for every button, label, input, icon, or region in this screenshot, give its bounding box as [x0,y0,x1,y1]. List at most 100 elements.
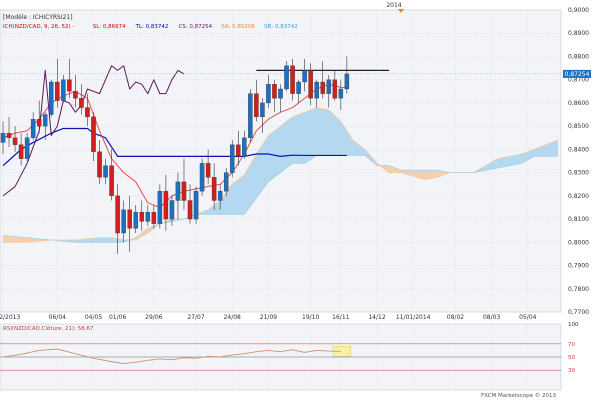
cloud-bear-area [3,235,52,243]
candle-bull [223,172,229,192]
rsi-header: RSI(NZD/CAD.Clôture, 21): 58,67 [3,325,94,332]
footer-credit: FXCM Marketscope © 2013 [481,392,556,399]
candle-bull [61,79,66,101]
x-tick-label: 29/06 [145,314,162,321]
rsi-line [2,348,341,365]
indicator-legend: ICH(NZD/CAD, 9, 26, 52) - SL: 0,86674 TL: … [3,24,298,30]
legend-entry: SL: 0,86674 [93,24,126,30]
candle-bull [229,144,235,173]
candle-bear [205,163,211,178]
candle-bear [254,93,259,118]
rsi-y-tick-label: 100 [568,322,579,328]
x-axis: 23/02/2013 06/04 04/05 01/06 29/06 27/07 24/08… [0,314,537,321]
cloud-bull-area [449,140,558,173]
candle-bear [115,195,120,234]
legend-entry: CS: 0,87254 [178,24,212,30]
candle-bull [284,65,289,90]
y-tick-label: 0,7800 [568,286,589,293]
candle-bear [127,209,132,229]
senkou-span-a-line [3,107,559,243]
candle-bear [79,98,84,108]
candle-bear [6,132,12,138]
x-tick-label: 19/10 [302,314,319,321]
candle-bull [302,70,307,83]
y-tick-label: 0,8300 [568,170,589,177]
candle-bull [121,209,126,234]
rsi-y-tick-label: 50 [568,355,575,361]
candle-bear [55,81,60,101]
ichimoku-cloud [3,107,558,243]
candles [0,56,350,254]
senkou-span-b-line [2,155,558,243]
chikou-span-line [2,65,185,197]
y-tick-label: 0,9000 [568,7,589,14]
candle-bull [175,181,181,201]
candle-bull [326,79,332,94]
x-tick-label: 06/04 [49,314,66,321]
candle-bear [36,119,42,127]
candle-bear [12,137,18,145]
candle-bull [157,191,163,224]
y-tick-label: 0,8500 [568,123,589,130]
rsi-panel: 100 70 50 30 [0,322,579,390]
candle-bull [0,132,6,143]
x-tick-label: 27/07 [187,314,204,321]
candle-bear [67,79,72,92]
candle-bear [73,91,78,99]
candle-bull [30,119,36,138]
candle-bull [42,114,48,127]
candle-bear [18,144,24,159]
legend-entry: SA: 0,85208 [221,24,255,30]
rsi-y-tick-label: 70 [568,342,575,348]
rsi-y-tick-label: 30 [568,368,575,374]
candle-bull [260,102,265,118]
y-tick-label: 0,8400 [568,146,589,153]
year-marker: 2014 [386,2,401,9]
candle-bull [248,93,253,138]
candle-bear [308,70,313,99]
candle-bull [24,137,30,159]
candle-bear [151,211,157,224]
x-tick-label: 11/01/2014 [396,314,431,321]
candle-bull [344,73,350,90]
candle-bear [85,107,90,118]
x-tick-label: 08/03 [483,314,500,321]
x-tick-label: 16/11 [332,314,349,321]
y-tick-label: 0,8700 [568,77,589,84]
candle-bull [314,81,319,99]
candle-bull [193,191,199,220]
candle-bear [181,181,187,201]
main-y-axis: 0,9000 0,8900 0,8800 0,8700 0,8600 0,8500 0,84… [563,7,591,316]
candle-bear [211,177,217,201]
candle-bull [296,81,301,94]
y-tick-label: 0,7900 [568,263,589,270]
legend-entry: ICH(NZD/CAD, 9, 26, 52) - [3,24,74,30]
legend-entry: SB: 0,83742 [264,24,298,30]
cloud-bull-area [159,107,382,224]
y-tick-label: 0,8800 [568,53,589,60]
cloud-bull-area [51,237,132,243]
x-tick-label: 23/02/2013 [0,314,20,321]
candle-bear [187,200,193,220]
model-label: [Modèle : ICHICYRSI21] [3,14,73,21]
y-tick-label: 0,8600 [568,100,589,107]
candle-bear [91,116,96,152]
x-tick-label: 04/05 [85,314,102,321]
candle-bull [199,163,205,192]
candle-bear [290,65,295,94]
last-price-label: 0,87254 [565,71,590,78]
y-tick-label: 0,8100 [568,216,589,223]
x-tick-label: 01/06 [109,314,126,321]
y-tick-label: 0,8000 [568,239,589,246]
x-tick-label: 21/09 [260,314,277,321]
candle-bear [109,165,114,196]
year-marker-arrow [398,9,404,13]
candle-bull [169,200,175,220]
x-tick-label: 24/08 [224,314,241,321]
candle-bull [217,191,223,201]
x-tick-label: 14/12 [368,314,385,321]
candle-bear [332,79,338,99]
candle-bull [49,81,54,115]
cloud-bear-area [381,165,450,180]
